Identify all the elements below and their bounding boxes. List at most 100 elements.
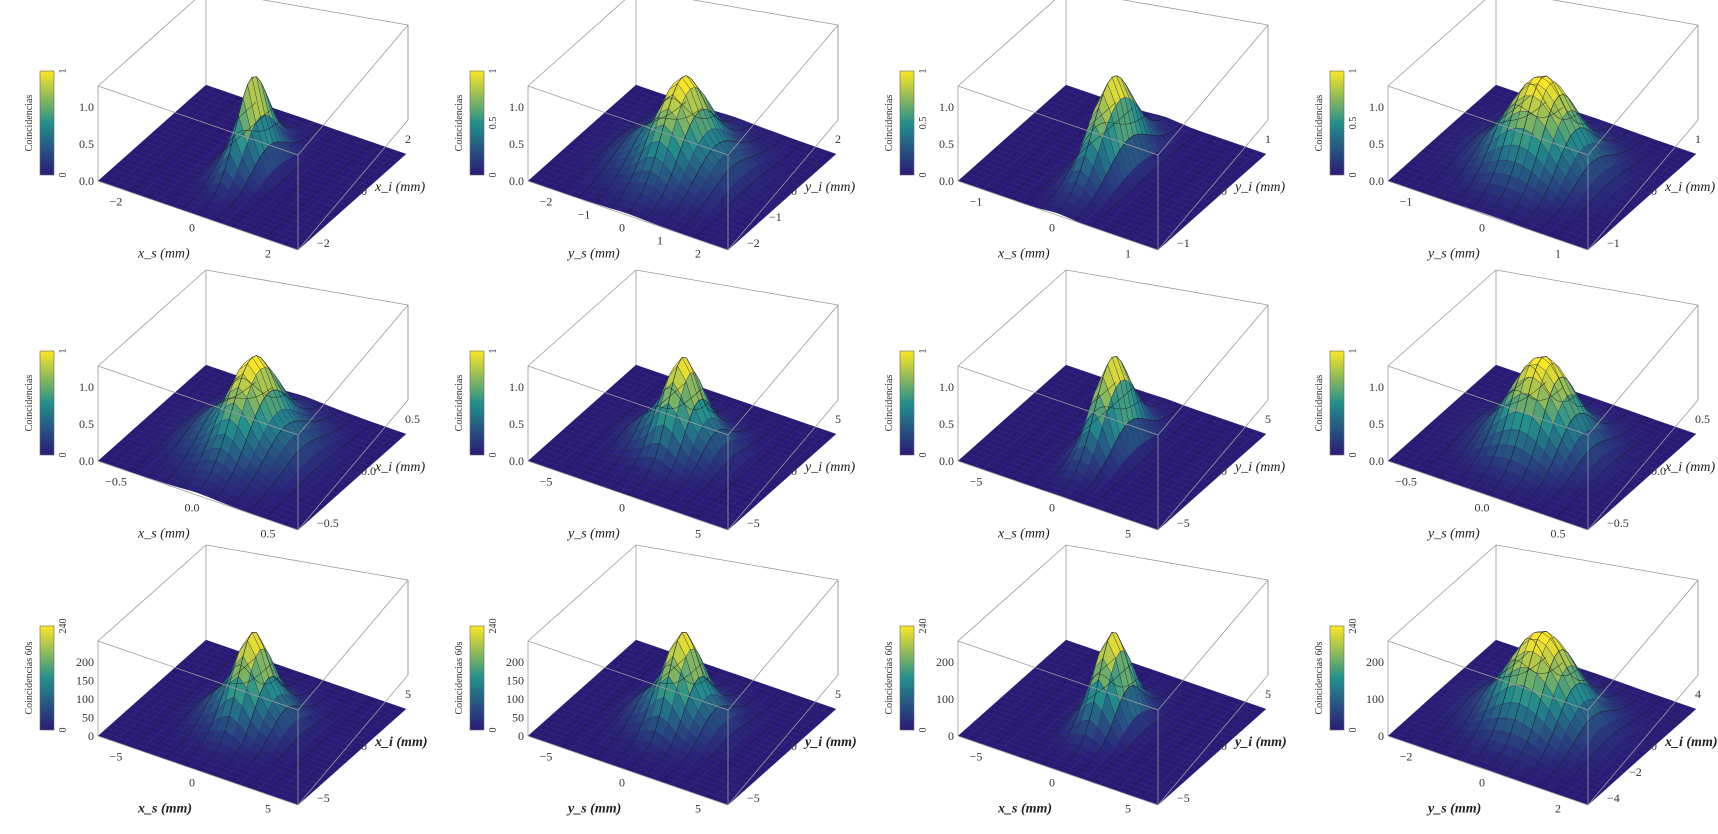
colorbar-tick-label: 0	[918, 728, 929, 733]
mesh-lines	[561, 631, 803, 794]
y-tick-label: 0	[1221, 464, 1227, 478]
surface-plot-10: −5 0 5 5 0 −5 200 150 100 50 0 y_s (mm) y_i (mm) 240 0…	[430, 544, 857, 830]
colorbar-tick-label: 0	[488, 728, 499, 733]
z-axis-label: Coincidencias	[884, 375, 895, 432]
z-tick-label: 0	[518, 729, 524, 743]
colorbar-tick-label: 0	[58, 453, 69, 458]
z-tick-label: 100	[506, 692, 524, 706]
colorbar-tick-label: 0	[1348, 453, 1359, 458]
y-tick-label: −1	[1177, 236, 1190, 250]
bounding-box-front	[1387, 304, 1699, 531]
y-tick-label: 1	[1265, 132, 1271, 146]
colorbar	[39, 350, 55, 456]
z-axis-label: Coincidencias	[454, 375, 465, 432]
bounding-box-front	[527, 24, 839, 251]
x-axis-label: y_s (mm)	[566, 802, 621, 817]
z-tick-label: 0.0	[939, 174, 954, 188]
bounding-box-front	[527, 579, 839, 806]
y-tick-label: −2	[317, 236, 330, 250]
x-tick-label: 1	[1555, 247, 1561, 261]
surface-mesh	[97, 631, 407, 806]
bounding-box-front	[1387, 24, 1699, 251]
x-tick-label: 2	[265, 247, 271, 261]
y-tick-label: −4	[1607, 791, 1620, 805]
y-tick-label: 5	[835, 412, 841, 426]
z-tick-label: 0.0	[79, 174, 94, 188]
colorbar	[899, 350, 915, 456]
z-axis-label: Coincidencias 60s	[24, 641, 35, 714]
y-tick-label: 0	[1651, 184, 1657, 198]
z-tick-label: 1.0	[1369, 380, 1384, 394]
y-axis-label: y_i (mm)	[1233, 460, 1285, 475]
mesh-lines	[131, 355, 373, 519]
z-tick-label: 0.0	[79, 454, 94, 468]
z-tick-label: 0.0	[509, 454, 524, 468]
colorbar-tick-label: 0	[918, 453, 929, 458]
x-tick-label: −2	[540, 194, 553, 208]
surface-svg: −2 0 2 4 2 0 −2 −4 200 100 0 y_s (mm) x_i (mm) 240 0 Co…	[1314, 544, 1718, 817]
x-axis-label: y_s (mm)	[1426, 802, 1481, 817]
surface-mesh	[1387, 356, 1697, 531]
surface-mesh	[527, 356, 837, 531]
colorbar-tick-label: 240	[488, 619, 499, 634]
mesh-lines	[991, 75, 1233, 239]
x-tick-label: 5	[1125, 802, 1131, 816]
z-tick-label: 50	[512, 710, 524, 724]
z-tick-label: 100	[76, 692, 94, 706]
y-tick-label: −0.5	[1607, 516, 1629, 530]
z-tick-label: 200	[76, 655, 94, 669]
z-tick-label: 50	[82, 710, 94, 724]
colorbar-tick-label: 0.5	[488, 117, 499, 130]
y-tick-label: 0	[791, 464, 797, 478]
x-tick-label: 0.5	[1551, 527, 1566, 541]
y-tick-label: −1	[769, 210, 782, 224]
z-tick-label: 0.0	[509, 174, 524, 188]
x-tick-label: −1	[970, 194, 983, 208]
surface-mesh	[97, 76, 407, 251]
mesh-lines	[561, 75, 803, 239]
bounding-box-front	[957, 24, 1269, 251]
z-tick-label: 1.0	[509, 380, 524, 394]
x-tick-label: 5	[695, 527, 701, 541]
surface-mesh	[527, 631, 837, 806]
x-tick-label: −5	[970, 749, 983, 763]
surface-plot-11: −5 0 5 5 0 −5 200 100 0 x_s (mm) y_i (mm) 240 0 Coinc…	[860, 544, 1287, 830]
y-tick-label: 5	[405, 687, 411, 701]
surface-plot-9: −5 0 5 5 0 −5 200 150 100 50 0 x_s (mm) x_i (mm) 240 0…	[0, 544, 428, 830]
y-axis-label: x_i (mm)	[374, 460, 425, 475]
colorbar	[899, 70, 915, 176]
z-tick-label: 0.0	[939, 454, 954, 468]
surface-mesh	[957, 631, 1267, 806]
x-tick-label: 0	[189, 776, 195, 790]
z-tick-label: 200	[506, 655, 524, 669]
mesh-lines	[991, 356, 1233, 519]
bounding-box-back	[1387, 269, 1699, 461]
y-tick-label: −2	[1629, 765, 1642, 779]
surface-plot-6: −5 0 5 5 0 −5 1.0 0.5 0.0 y_s (mm) y_i (mm) 1 0 Coinc…	[430, 269, 855, 555]
x-tick-label: 0.0	[185, 501, 200, 515]
x-axis-label: y_s (mm)	[1426, 527, 1480, 542]
colorbar-tick-label: 0	[488, 453, 499, 458]
surface-plot-8: −0.5 0.0 0.5 0.5 0.0 −0.5 1.0 0.5 0.0 y_s (mm) x_i…	[1290, 269, 1715, 555]
surface-mesh	[957, 75, 1267, 251]
z-tick-label: 200	[1366, 655, 1384, 669]
z-tick-label: 200	[936, 655, 954, 669]
y-tick-label: 0	[1221, 739, 1227, 753]
colorbar-tick-label: 240	[58, 619, 69, 634]
colorbar-tick-label: 0	[488, 173, 499, 178]
surface-svg: −1 0 1 1 0 −1 1.0 0.5 0.0 y_s (mm) x_i (mm) 1 0.5 0 Co…	[1314, 0, 1715, 262]
z-axis-label: Coincidencias 60s	[884, 641, 895, 714]
bounding-box-front	[957, 304, 1269, 531]
colorbar	[1329, 70, 1345, 176]
colorbar-tick-label: 1	[1348, 69, 1359, 74]
x-tick-label: 0	[1479, 221, 1485, 235]
colorbar	[39, 625, 55, 731]
x-tick-label: 2	[1555, 802, 1561, 816]
y-tick-label: 0.5	[405, 412, 420, 426]
colorbar-tick-label: 1	[488, 349, 499, 354]
z-tick-label: 1.0	[79, 380, 94, 394]
z-tick-label: 150	[76, 673, 94, 687]
y-axis-label: y_i (mm)	[1233, 735, 1287, 750]
